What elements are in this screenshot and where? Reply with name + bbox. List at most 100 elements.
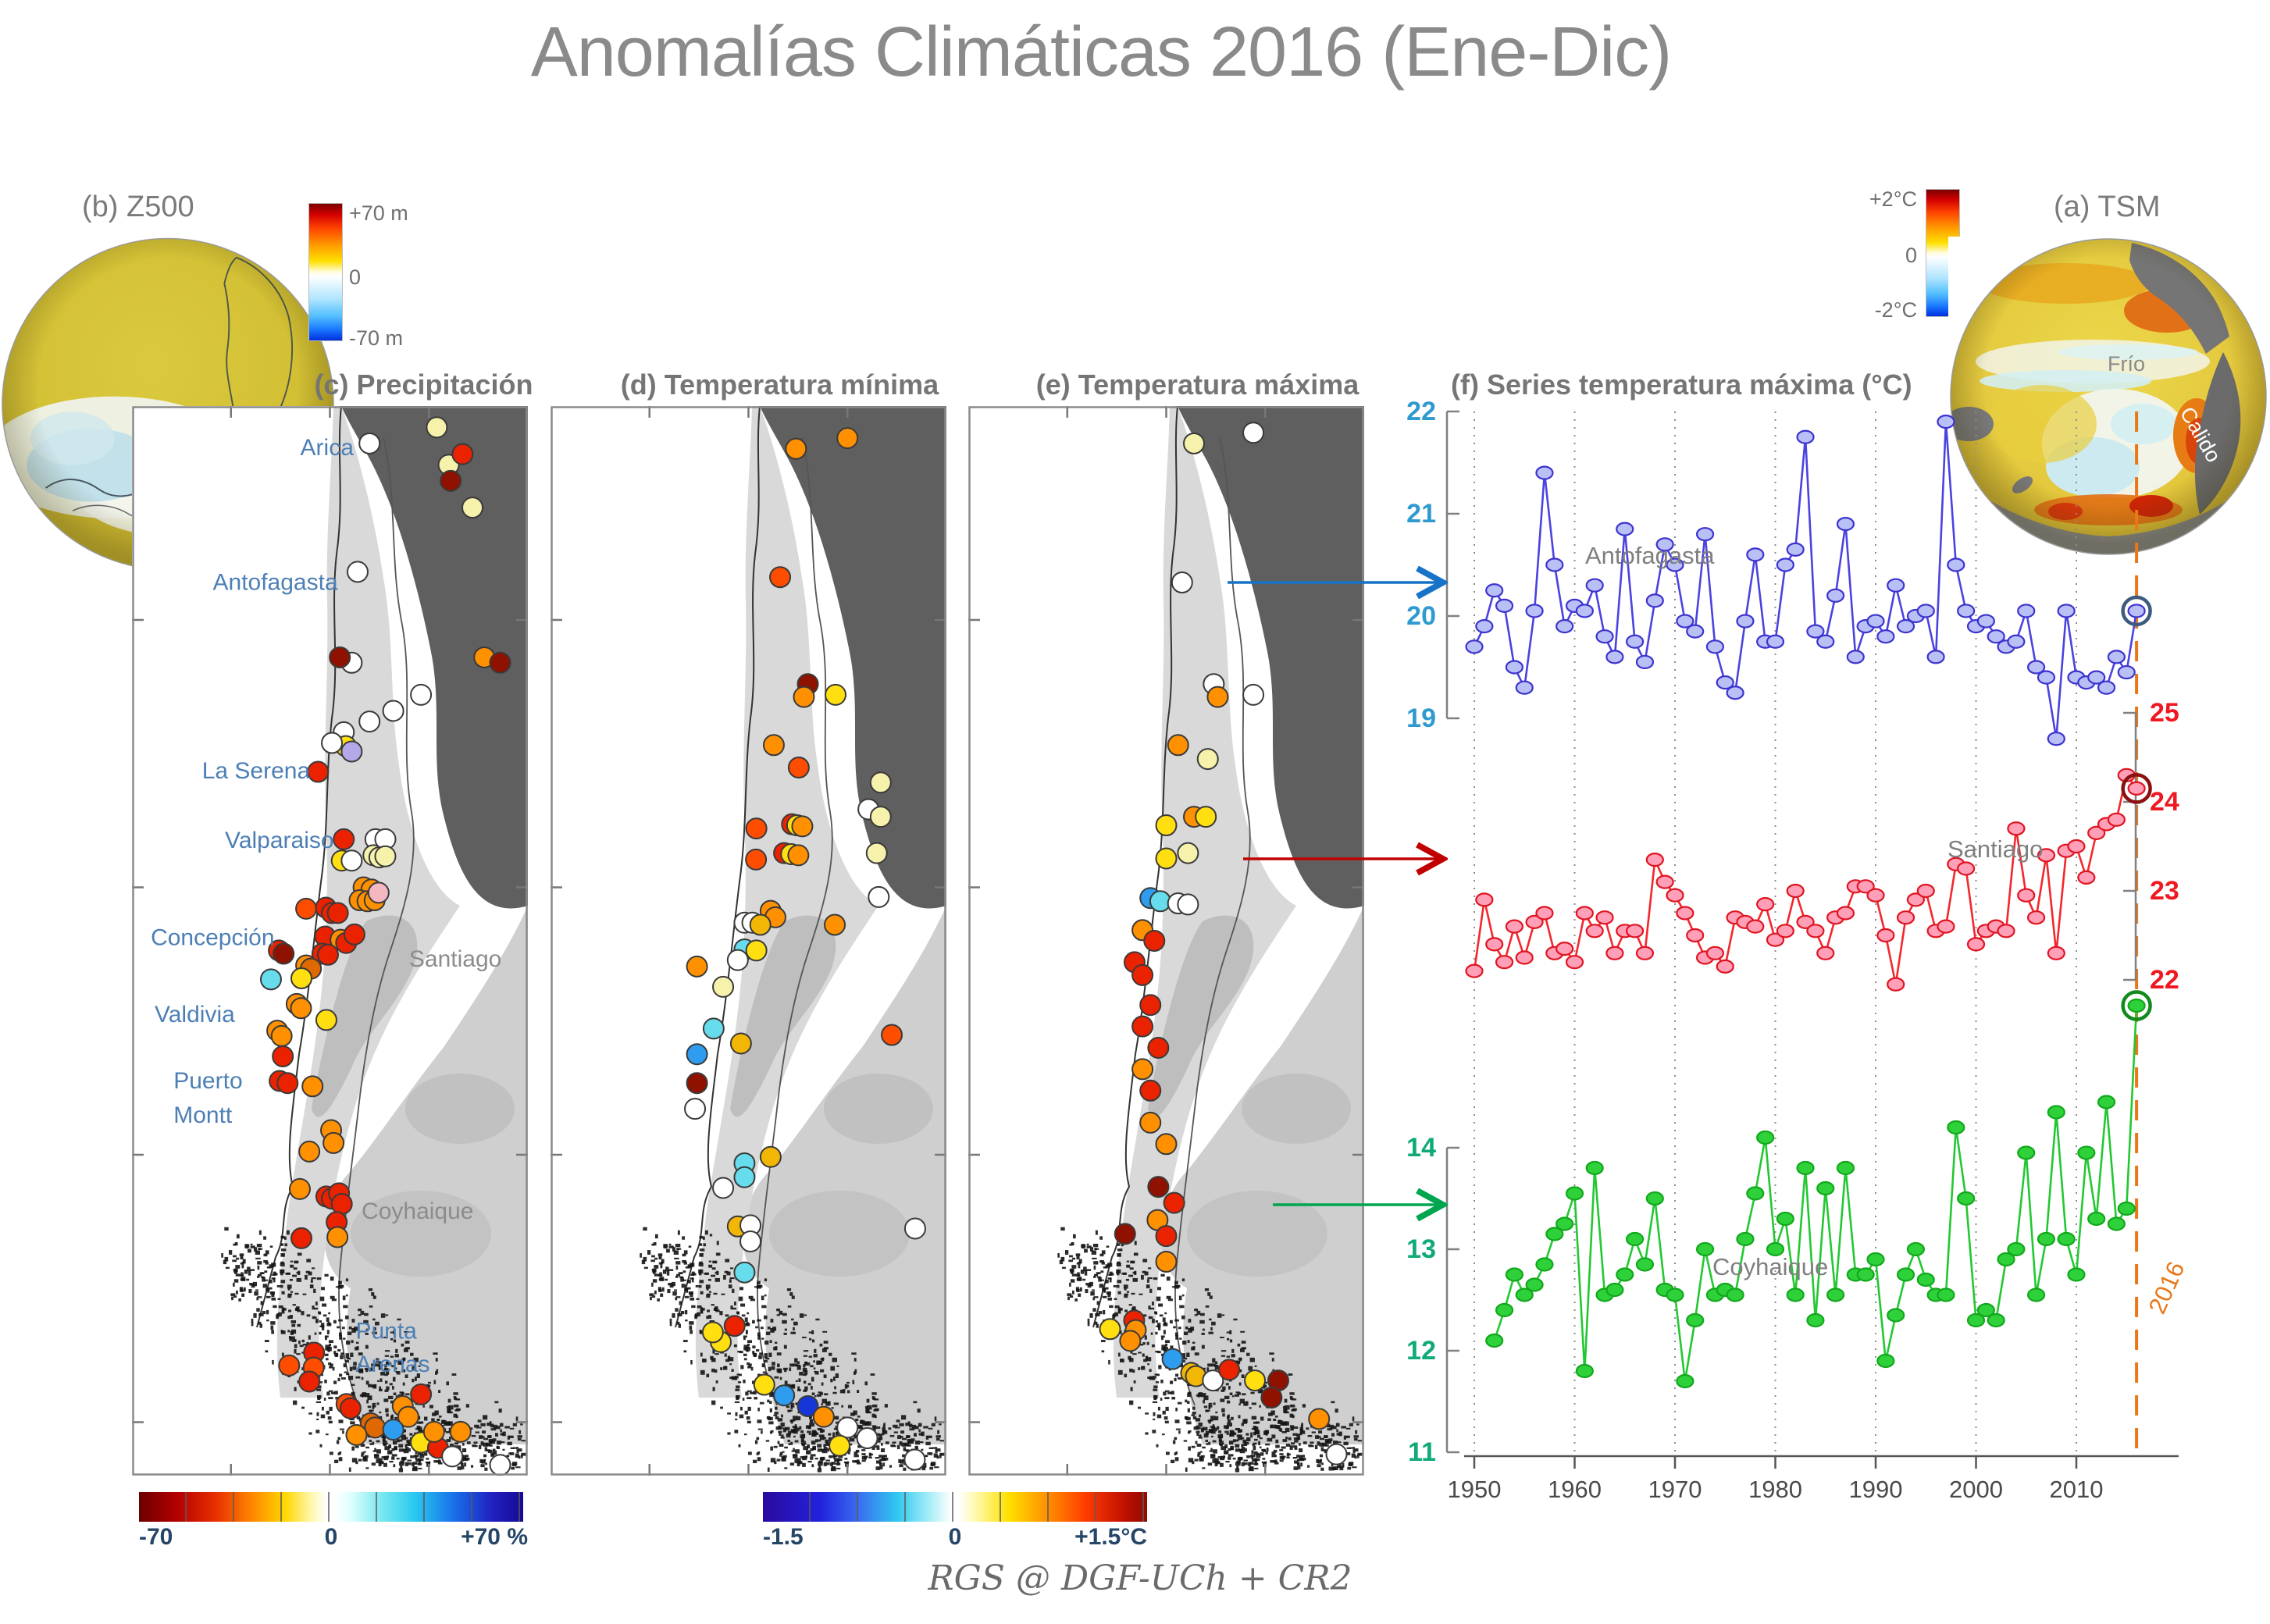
station-dot — [321, 732, 344, 754]
station-dot — [1171, 572, 1193, 594]
station-dot — [745, 848, 768, 871]
chart-title: (f) Series temperatura máxima (°C) — [1451, 369, 1912, 401]
map-frame — [132, 406, 528, 1476]
station-dot — [340, 849, 363, 872]
timeseries-chart: 1950 1960 1970 1980 1990 2000 2010 2016 22 21 20 19… — [1406, 397, 2190, 1503]
station-dot — [745, 939, 768, 962]
map-panel-tmin: (d) Temperatura mínima — [551, 369, 946, 1476]
svg-text:1980: 1980 — [1748, 1476, 1802, 1503]
station-dot — [290, 997, 312, 1020]
station-dot — [836, 427, 859, 450]
station-dot — [422, 1420, 445, 1443]
precip-colorbar-min: -70 — [139, 1524, 173, 1550]
station-dot — [1139, 994, 1162, 1017]
station-dot — [726, 949, 749, 971]
station-dot — [745, 817, 768, 840]
station-dot — [749, 914, 772, 936]
station-dot — [686, 1043, 708, 1066]
station-dot — [346, 561, 369, 583]
station-dot — [1155, 814, 1178, 837]
station-dot — [461, 497, 484, 519]
svg-text:12: 12 — [1406, 1336, 1436, 1366]
station-dot — [723, 1315, 746, 1337]
station-dot — [787, 844, 810, 867]
map-title-tmax: (e) Temperatura máxima — [1035, 369, 1360, 401]
station-dot — [307, 760, 330, 783]
svg-text:2010: 2010 — [2050, 1476, 2104, 1503]
city-label: Valparaiso — [225, 828, 334, 853]
station-dot — [1325, 1443, 1348, 1466]
station-dot — [1244, 1369, 1267, 1392]
station-dot — [259, 968, 282, 991]
station-dot — [712, 1177, 735, 1199]
svg-text:2000: 2000 — [1949, 1476, 2003, 1503]
city-label: Antofagasta — [213, 570, 338, 596]
svg-text:Santiago: Santiago — [1947, 835, 2043, 863]
station-dot — [1177, 842, 1199, 864]
svg-text:1970: 1970 — [1648, 1476, 1702, 1503]
station-dot — [345, 1423, 368, 1446]
station-dot — [739, 1230, 762, 1252]
station-dot — [272, 1045, 294, 1067]
map-canvas-precipitation: Arica Antofagasta La Serena Valparaiso Conce… — [132, 406, 528, 1476]
station-dot — [290, 967, 312, 989]
city-label: Concepción — [151, 924, 274, 950]
station-dot — [278, 1354, 301, 1376]
station-dot — [441, 1445, 464, 1468]
station-dot — [1242, 422, 1265, 444]
station-dot — [426, 416, 448, 439]
station-dot — [301, 1075, 324, 1098]
z500-colorbar-mid: 0 — [349, 265, 362, 289]
station-dot — [451, 443, 474, 465]
map-title-tmin: (d) Temperatura mínima — [620, 369, 939, 401]
svg-text:11: 11 — [1408, 1437, 1436, 1467]
station-dot — [1131, 963, 1154, 986]
svg-text:1960: 1960 — [1548, 1476, 1602, 1503]
svg-text:14: 14 — [1406, 1133, 1436, 1163]
station-dot — [1195, 806, 1217, 828]
station-dot — [1139, 1079, 1162, 1102]
precip-colorbar-mid: 0 — [324, 1524, 338, 1550]
station-dot — [410, 1383, 433, 1405]
svg-text:Antofagasta: Antofagasta — [1585, 542, 1715, 569]
tsm-globe-wrap: Frío Calido — [1948, 237, 2270, 561]
map-panel-precipitation: (c) Precipitación Arica Antofagasta La Ser… — [132, 369, 533, 1476]
station-dot — [273, 942, 295, 965]
temp-colorbar-max: +1.5°C — [1074, 1524, 1147, 1550]
station-dot — [1155, 1133, 1178, 1156]
station-dot — [869, 771, 892, 794]
station-dot — [773, 1384, 796, 1407]
station-dot — [825, 683, 847, 706]
station-dot — [762, 734, 785, 757]
map-frame — [968, 406, 1364, 1476]
station-dot — [1119, 1330, 1142, 1352]
svg-text:13: 13 — [1406, 1234, 1436, 1264]
station-dot — [1202, 1369, 1224, 1392]
station-dot — [785, 437, 807, 460]
station-dot — [824, 914, 846, 936]
svg-text:2016: 2016 — [2143, 1258, 2190, 1318]
station-dot — [1099, 1318, 1121, 1341]
precip-colorbar-max: +70 % — [461, 1524, 528, 1550]
tsm-colorbar-mid: 0 — [1905, 244, 1917, 267]
station-dot — [1163, 1191, 1185, 1214]
station-dot — [440, 469, 462, 492]
station-dot — [836, 1416, 859, 1439]
map-canvas-tmin — [551, 406, 946, 1476]
svg-text:23: 23 — [2150, 876, 2179, 906]
map-title-precipitation: (c) Precipitación — [314, 369, 533, 401]
station-dot — [1147, 1037, 1170, 1059]
temp-colorbar-min: -1.5 — [763, 1524, 804, 1550]
station-dot — [1260, 1386, 1283, 1409]
city-label: Valdivia — [155, 1002, 235, 1027]
station-dot — [1155, 847, 1178, 870]
station-dot — [340, 740, 363, 763]
page-title: Anomalías Climáticas 2016 (Ene-Dic) — [530, 13, 1673, 91]
station-dot — [733, 1166, 756, 1188]
station-dot — [1147, 1176, 1170, 1198]
station-dot — [367, 881, 390, 904]
station-dot — [1139, 1111, 1162, 1134]
tsm-label: (a) TSM — [2054, 191, 2161, 223]
city-label: Coyhaique — [362, 1198, 473, 1224]
